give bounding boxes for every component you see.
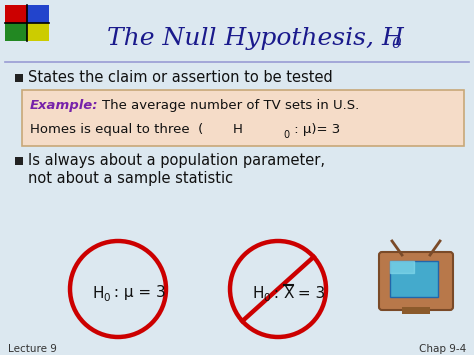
Text: H: H (93, 285, 104, 300)
Text: 0: 0 (392, 37, 402, 51)
FancyBboxPatch shape (27, 23, 49, 41)
Text: Chap 9-4: Chap 9-4 (419, 344, 466, 354)
Text: Is always about a population parameter,: Is always about a population parameter, (28, 153, 325, 169)
Text: not about a sample statistic: not about a sample statistic (28, 170, 233, 186)
FancyBboxPatch shape (15, 74, 23, 82)
Text: Homes is equal to three  (       H: Homes is equal to three ( H (30, 124, 243, 137)
Text: 0: 0 (283, 130, 289, 140)
Text: States the claim or assertion to be tested: States the claim or assertion to be test… (28, 71, 333, 86)
Text: 0: 0 (263, 293, 270, 303)
Text: X: X (284, 285, 294, 300)
Text: The Null Hypothesis, H: The Null Hypothesis, H (107, 27, 403, 49)
FancyBboxPatch shape (15, 157, 23, 165)
Text: = 3: = 3 (293, 285, 325, 300)
Text: 0: 0 (103, 293, 109, 303)
Text: : μ)= 3: : μ)= 3 (290, 124, 340, 137)
FancyBboxPatch shape (379, 252, 453, 310)
FancyBboxPatch shape (5, 5, 27, 23)
Text: H: H (253, 285, 264, 300)
FancyBboxPatch shape (5, 23, 27, 41)
Text: Lecture 9: Lecture 9 (8, 344, 57, 354)
FancyBboxPatch shape (390, 261, 438, 297)
Text: Example:: Example: (30, 98, 99, 111)
Text: : μ = 3: : μ = 3 (109, 285, 166, 300)
FancyBboxPatch shape (27, 5, 49, 23)
FancyBboxPatch shape (402, 307, 430, 314)
FancyBboxPatch shape (22, 90, 464, 146)
Text: The average number of TV sets in U.S.: The average number of TV sets in U.S. (102, 98, 359, 111)
Text: :: : (269, 285, 284, 300)
